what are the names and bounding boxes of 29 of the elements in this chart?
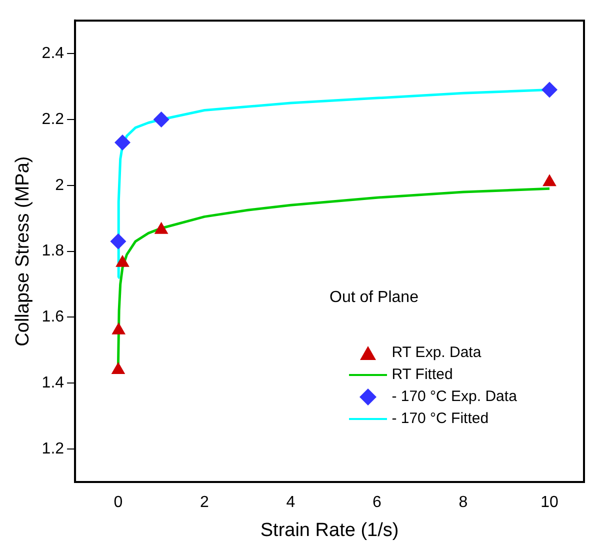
x-axis-title: Strain Rate (1/s) xyxy=(260,520,399,541)
y-tick-label: 1.6 xyxy=(42,308,64,326)
point xyxy=(542,174,556,186)
x-tick-label: 0 xyxy=(114,494,123,512)
x-tick-label: 6 xyxy=(372,494,382,512)
annotation: Out of Plane xyxy=(330,288,419,306)
legend-label: - 170 °C Fitted xyxy=(392,410,489,428)
x-tick-label: 4 xyxy=(286,494,296,512)
x-tick-label: 2 xyxy=(200,494,209,512)
y-tick-label: 1.4 xyxy=(42,374,64,392)
point xyxy=(112,322,126,334)
point xyxy=(116,254,130,267)
x-tick-label: 10 xyxy=(540,494,558,512)
y-tick-label: 2.4 xyxy=(42,44,64,62)
x-tick-label: 8 xyxy=(458,494,468,512)
point xyxy=(114,134,130,151)
y-tick-label: 1.8 xyxy=(42,242,64,260)
legend-label: RT Fitted xyxy=(392,366,453,384)
y-axis-title: Collapse Stress (MPa) xyxy=(12,156,34,346)
y-tick-label: 1.2 xyxy=(42,440,64,458)
legend-label: RT Exp. Data xyxy=(392,344,482,362)
point xyxy=(541,82,558,98)
point xyxy=(153,111,170,128)
point xyxy=(110,233,126,250)
y-tick-label: 2.2 xyxy=(42,110,64,128)
point xyxy=(111,362,126,374)
point xyxy=(154,222,168,234)
y-tick-label: 2 xyxy=(55,176,64,194)
legend-label: - 170 °C Exp. Data xyxy=(392,388,517,406)
